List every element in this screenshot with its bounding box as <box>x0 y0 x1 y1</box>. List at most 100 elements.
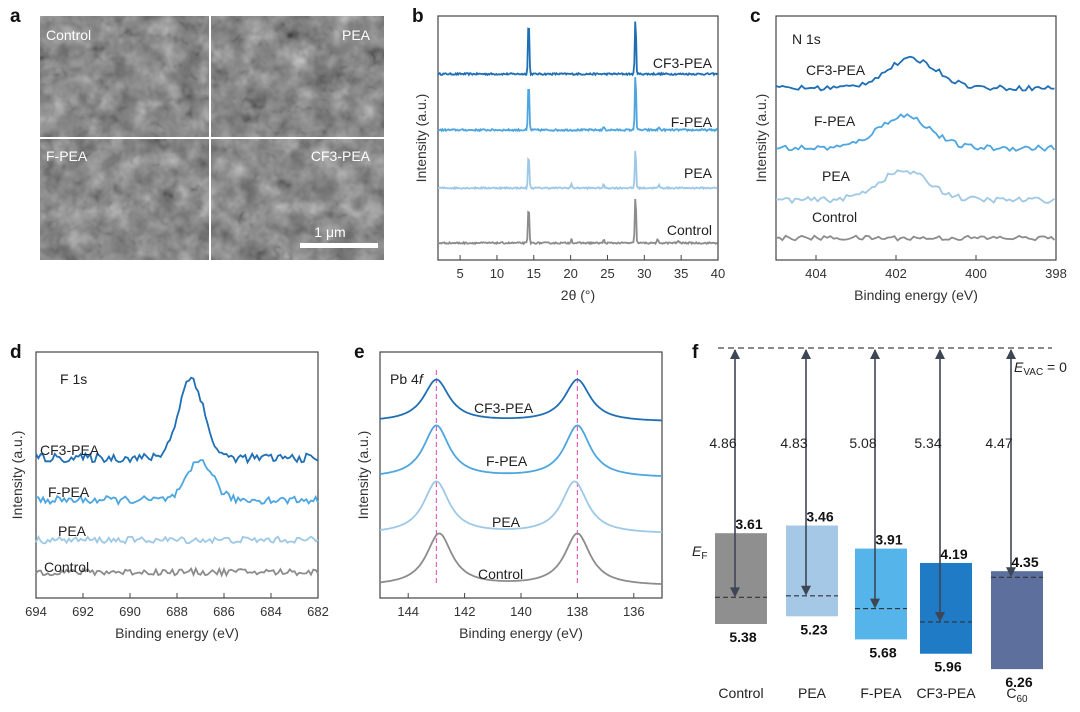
f1s-x-tick-label-694: 694 <box>25 604 47 619</box>
pb4f-y-axis-label: Intensity (a.u.) <box>355 431 371 520</box>
category-label-c60: C60 <box>1006 685 1028 705</box>
pb4f-x-tick-label-142: 142 <box>454 604 476 619</box>
f1s-series-label-control: Control <box>44 559 89 575</box>
cbm-label-f-pea: 3.91 <box>875 532 902 548</box>
xrd-x-tick-label-30: 30 <box>637 266 651 281</box>
f1s-x-tick-label-682: 682 <box>307 604 329 619</box>
n1s-series-label-pea: PEA <box>822 168 851 184</box>
xrd-x-tick-label-35: 35 <box>674 266 688 281</box>
vbm-label-pea: 5.23 <box>800 621 827 637</box>
pb4f-series-label-cf3-pea: CF3-PEA <box>474 400 534 416</box>
xrd-series-pea <box>438 150 718 191</box>
pb4f-series-pea <box>379 480 663 534</box>
category-label-sub-c60: 60 <box>1017 694 1029 705</box>
xrd-series-label-cf3-pea: CF3-PEA <box>653 55 713 71</box>
work-function-arrowhead-down-c60 <box>1006 567 1016 578</box>
f1s-series-label-f-pea: F-PEA <box>48 484 90 500</box>
work-function-label-cf3-pea: 5.34 <box>914 435 941 451</box>
f1s-series-control <box>35 566 319 578</box>
pb4f-series-label-control: Control <box>478 566 523 582</box>
work-function-label-f-pea: 5.08 <box>849 435 876 451</box>
xrd-series-control <box>437 198 718 246</box>
n1s-x-tick-label-402: 402 <box>885 266 907 281</box>
work-function-arrowhead-down-cf3-pea <box>935 611 945 622</box>
xrd-series-f-pea <box>437 76 719 133</box>
xrd-x-tick-label-20: 20 <box>563 266 577 281</box>
f1s-x-tick-label-684: 684 <box>260 604 282 619</box>
energy-bar-c60 <box>991 571 1043 670</box>
pb4f-series-cf3-pea <box>379 378 662 422</box>
xrd-x-tick-label-25: 25 <box>600 266 614 281</box>
n1s-series-f-pea <box>775 113 1056 152</box>
f1s-y-axis-label: Intensity (a.u.) <box>9 431 25 520</box>
xrd-x-axis-label: 2θ (°) <box>561 287 595 303</box>
vacuum-level-label-tail: = 0 <box>1043 359 1067 375</box>
xrd-series-label-control: Control <box>667 222 712 238</box>
vacuum-level-label: EVAC = 0 <box>1014 359 1067 378</box>
panel-e-label: e <box>354 342 365 363</box>
category-label-main-pea: PEA <box>798 685 827 701</box>
category-label-main-control: Control <box>718 685 763 701</box>
category-label-main-f-pea: F-PEA <box>860 685 902 701</box>
pb4f-x-tick-label-140: 140 <box>510 604 532 619</box>
f1s-x-tick-label-686: 686 <box>213 604 235 619</box>
f1s-x-tick-label-688: 688 <box>166 604 188 619</box>
pb4f-title-italic: f <box>419 371 425 387</box>
work-function-arrowhead-down-f-pea <box>870 598 880 609</box>
work-function-arrowhead-up-c60 <box>1006 349 1016 359</box>
xrd-x-tick-label-15: 15 <box>527 266 541 281</box>
sem-label-control: Control <box>46 27 91 43</box>
energy-bar-f-pea <box>855 548 907 640</box>
work-function-arrowhead-up-pea <box>801 349 811 359</box>
f1s-series-pea <box>35 534 319 545</box>
pb4f-x-tick-label-138: 138 <box>567 604 589 619</box>
cbm-label-control: 3.61 <box>735 516 762 532</box>
energy-bar-pea <box>786 525 838 617</box>
work-function-arrowhead-up-control <box>730 349 740 359</box>
scale-bar-label: 1 μm <box>314 224 345 240</box>
sem-image-grid: Control PEA F-PEA CF3-PEA 1 μm <box>40 16 384 260</box>
panel-a-label: a <box>10 6 21 27</box>
f1s-title: F 1s <box>60 371 87 387</box>
pb4f-title: Pb 4f <box>390 371 425 387</box>
panel-b-label: b <box>412 6 424 27</box>
f1s-series-label-pea: PEA <box>58 523 87 539</box>
xrd-x-tick-label-40: 40 <box>711 266 725 281</box>
panel-d-label: d <box>10 342 22 363</box>
category-label-main-c60: C <box>1006 685 1016 701</box>
sem-label-pea: PEA <box>342 27 371 43</box>
work-function-label-pea: 4.83 <box>780 435 807 451</box>
xrd-series-label-f-pea: F-PEA <box>671 114 713 130</box>
scale-bar <box>300 243 378 248</box>
n1s-series-control <box>775 234 1056 242</box>
sem-label-f-pea: F-PEA <box>46 148 88 164</box>
n1s-series-label-cf3-pea: CF3-PEA <box>806 62 866 78</box>
vbm-label-control: 5.38 <box>729 629 756 645</box>
work-function-arrowhead-up-cf3-pea <box>935 349 945 359</box>
pb4f-title-main: Pb 4 <box>390 371 419 387</box>
xrd-series-cf3-pea <box>437 21 719 77</box>
panel-e-pb4f-chart: 144 142 140 138 136 Binding energy (eV) Intens… <box>355 351 663 641</box>
work-function-label-control: 4.86 <box>709 435 736 451</box>
work-function-arrowhead-down-pea <box>801 585 811 596</box>
fermi-level-label-e: E <box>692 543 702 559</box>
f1s-x-tick-label-692: 692 <box>72 604 94 619</box>
energy-bar-cf3-pea <box>920 562 972 654</box>
f1s-x-tick-label-690: 690 <box>119 604 141 619</box>
pb4f-x-tick-label-136: 136 <box>623 604 645 619</box>
pb4f-series-control <box>379 532 663 585</box>
cbm-label-cf3-pea: 4.19 <box>940 546 967 562</box>
n1s-y-axis-label: Intensity (a.u.) <box>753 94 769 183</box>
panel-f-energy-diagram: EVAC = 04.863.615.38Control4.833.465.23P… <box>692 347 1067 705</box>
n1s-series-pea <box>775 169 1055 205</box>
pb4f-series-f-pea <box>379 424 663 477</box>
pb4f-x-axis-label: Binding energy (eV) <box>459 625 583 641</box>
panel-c-label: c <box>750 6 761 27</box>
f1s-series-label-cf3-pea: CF3-PEA <box>40 442 100 458</box>
n1s-series-label-f-pea: F-PEA <box>814 113 856 129</box>
vbm-label-f-pea: 5.68 <box>869 644 896 660</box>
category-label-cf3-pea: CF3-PEA <box>916 685 976 701</box>
f1s-series-cf3-pea <box>35 376 319 465</box>
category-label-main-cf3-pea: CF3-PEA <box>916 685 976 701</box>
